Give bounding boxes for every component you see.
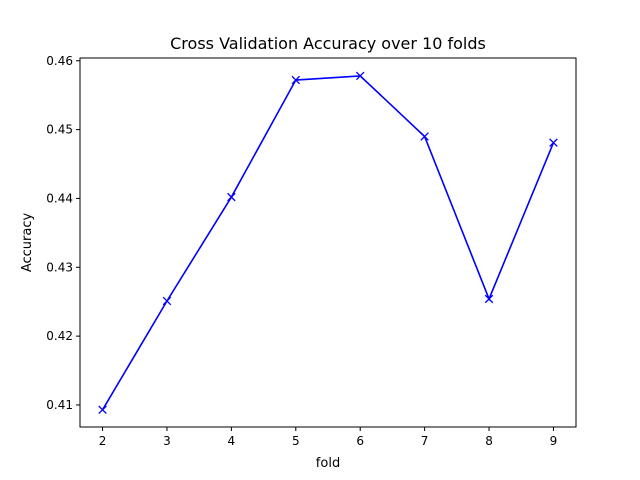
axes-frame [79, 57, 577, 428]
x-tick-label: 4 [228, 434, 236, 448]
y-tick-label: 0.45 [46, 123, 73, 137]
data-point-marker [420, 132, 429, 141]
x-tick-label: 8 [485, 434, 493, 448]
data-point-marker [484, 294, 494, 304]
series-layer [98, 71, 558, 415]
x-tick-label: 5 [292, 434, 300, 448]
x-axis: 2 3 4 5 6 7 8 9 [99, 427, 558, 448]
x-tick-label: 3 [163, 434, 171, 448]
data-point-marker [98, 405, 107, 415]
data-point-marker [227, 192, 236, 202]
x-tick-label: 9 [550, 434, 558, 448]
y-tick-label: 0.46 [46, 54, 73, 68]
y-tick-label: 0.44 [46, 191, 73, 205]
data-point-marker [549, 138, 558, 147]
y-tick-label: 0.41 [46, 398, 73, 412]
y-tick-label: 0.43 [46, 260, 73, 274]
plot-area [79, 57, 577, 428]
x-axis-title: fold [316, 456, 340, 471]
x-tick-label: 2 [99, 434, 107, 448]
y-axis-title: Accuracy [20, 213, 35, 273]
x-tick-label: 7 [421, 434, 429, 448]
data-point-marker [355, 71, 365, 81]
data-point-marker [162, 296, 172, 306]
y-axis: 0.41 0.42 0.43 0.44 0.45 0.46 [46, 54, 80, 412]
series-line [101, 75, 555, 411]
y-tick-label: 0.42 [46, 329, 73, 343]
x-tick-label: 6 [356, 434, 364, 448]
data-point-marker [291, 75, 301, 85]
chart-title: Cross Validation Accuracy over 10 folds [170, 34, 486, 53]
